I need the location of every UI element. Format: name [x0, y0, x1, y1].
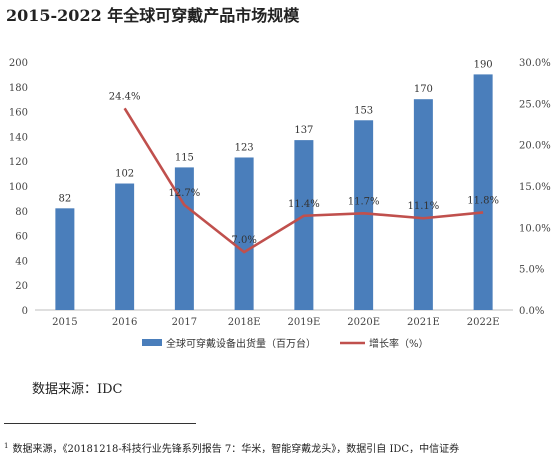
bar [413, 99, 433, 310]
y-tick-label: 140 [9, 132, 28, 143]
bar-value-label: 137 [294, 125, 313, 136]
bar [294, 140, 314, 310]
x-tick-label: 2022E [467, 317, 500, 328]
footnote-text: 数据来源，《20181218-科技行业先锋系列报告 7：华米，智能穿戴龙头》，数… [12, 444, 460, 455]
bar-value-label: 190 [474, 59, 493, 70]
y-tick-label: 80 [15, 207, 28, 218]
data-source: 数据来源：IDC [32, 382, 123, 397]
bar-value-label: 102 [115, 169, 134, 180]
bar [473, 74, 493, 311]
growth-value-label: 11.8% [467, 195, 499, 206]
y2-tick-label: 10.0% [519, 223, 551, 234]
combo-chart: 0 20 40 60 80 100 120 140 160 180 200 0.0% 5.0% 10.0%… [9, 58, 551, 350]
y2-tick-label: 5.0% [519, 265, 544, 276]
growth-value-label: 11.7% [348, 196, 380, 207]
bar [174, 167, 194, 310]
legend-label-growth: 增长率（%） [369, 337, 429, 350]
growth-value-label: 11.1% [407, 201, 439, 212]
x-tick-label: 2015 [52, 317, 77, 328]
x-tick-label: 2017 [172, 317, 197, 328]
bar [354, 120, 374, 310]
footnote: 1 数据来源，《20181218-科技行业先锋系列报告 7：华米，智能穿戴龙头》，… [4, 440, 556, 455]
y-tick-label: 60 [15, 232, 28, 243]
bar [55, 208, 75, 310]
y2-tick-label: 25.0% [519, 99, 551, 110]
growth-value-label: 12.7% [168, 188, 200, 199]
y-tick-label: 200 [9, 58, 28, 69]
growth-line [123, 107, 484, 254]
y-tick-label: 160 [9, 108, 28, 119]
bar-value-label: 153 [354, 105, 373, 116]
x-tick-label: 2020E [347, 317, 380, 328]
y2-tick-label: 0.0% [519, 306, 544, 317]
y2-tick-label: 30.0% [519, 58, 551, 69]
bar [115, 183, 135, 310]
y-tick-label: 100 [9, 182, 28, 193]
y2-tick-label: 15.0% [519, 182, 551, 193]
y-tick-label: 120 [9, 157, 28, 168]
footnote-marker: 1 [4, 441, 9, 450]
y-tick-label: 40 [15, 256, 28, 267]
bar [234, 157, 254, 310]
x-tick-label: 2016 [112, 317, 137, 328]
x-tick-label: 2021E [407, 317, 440, 328]
legend-swatch-bar [142, 339, 162, 346]
x-tick-label: 2018E [228, 317, 261, 328]
x-tick-label: 2019E [288, 317, 321, 328]
y2-tick-label: 20.0% [519, 141, 551, 152]
bar-value-label: 115 [175, 152, 194, 163]
y-tick-label: 0 [22, 306, 28, 317]
growth-value-label: 24.4% [109, 91, 141, 102]
footnote-rule [4, 423, 196, 424]
chart-title: 2015-2022 年全球可穿戴产品市场规模 [6, 6, 300, 25]
growth-value-label: 11.4% [288, 199, 320, 210]
bar-value-label: 123 [235, 142, 254, 153]
y-tick-label: 180 [9, 83, 28, 94]
bar-value-label: 82 [59, 193, 72, 204]
y-tick-label: 20 [15, 281, 28, 292]
bar-value-label: 170 [414, 84, 433, 95]
growth-value-label: 7.0% [231, 235, 256, 246]
legend-label-shipments: 全球可穿戴设备出货量（百万台） [166, 337, 316, 350]
